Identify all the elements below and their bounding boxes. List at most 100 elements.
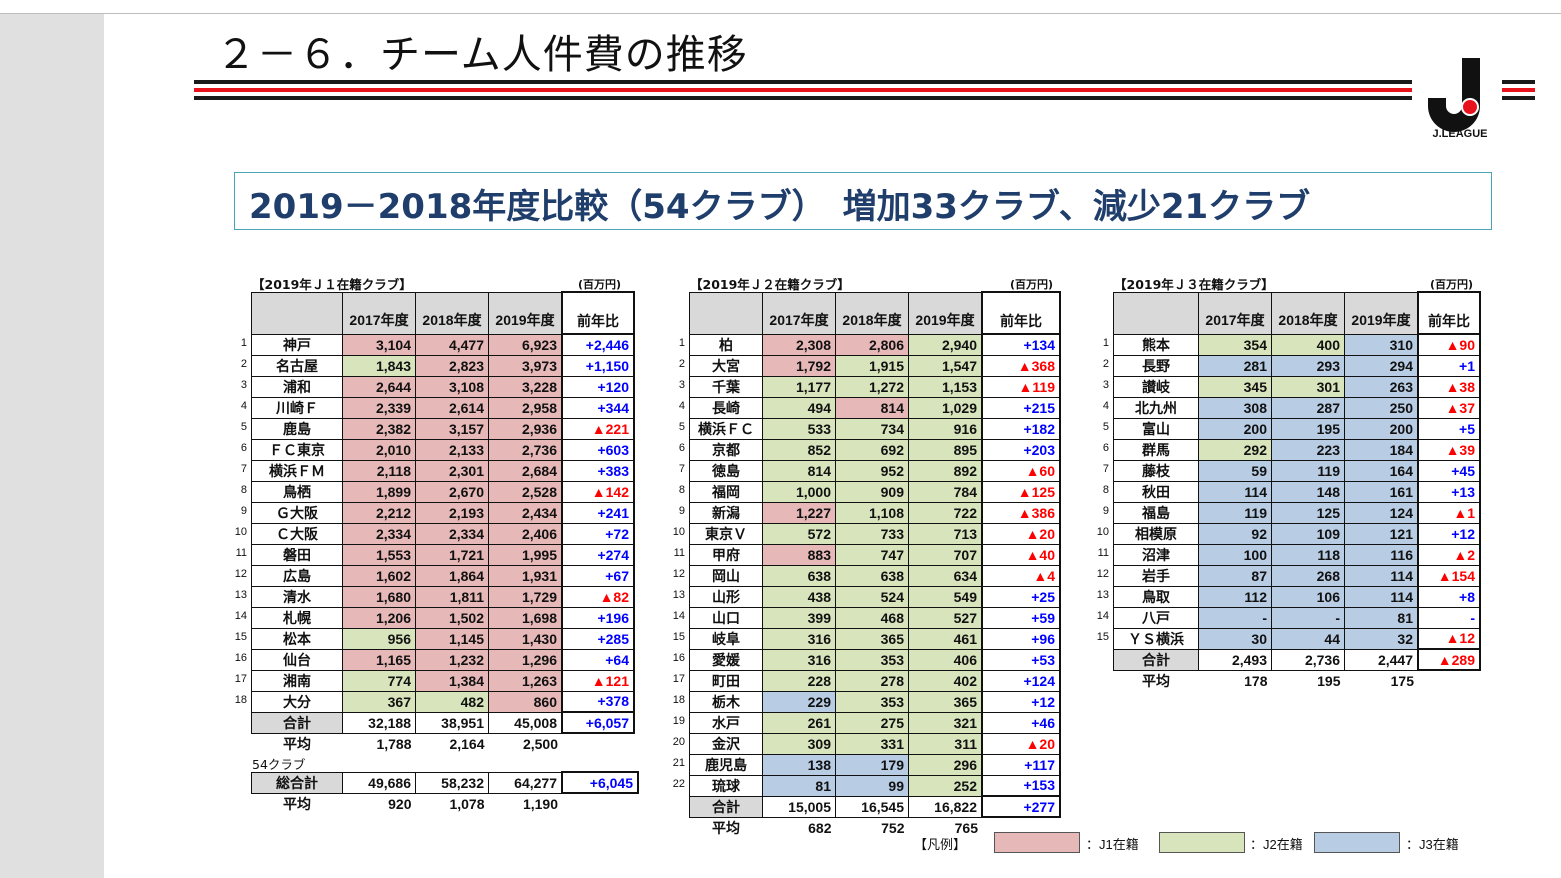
club-name: 仙台	[251, 648, 343, 671]
table-row: 神戸 3,104 4,477 6,923 +2,446	[251, 333, 635, 356]
value-cell: 2,940	[908, 333, 983, 356]
diff-cell: +13	[1417, 480, 1481, 503]
value-cell: 195	[1271, 417, 1345, 440]
value-cell: 1,272	[835, 375, 909, 398]
avg-row: 平均 1,788 2,164 2,500	[251, 733, 634, 754]
diff-cell: +378	[561, 690, 635, 713]
diff-cell: +285	[561, 627, 635, 650]
value-cell: -	[1271, 606, 1345, 629]
table-row: 川崎Ｆ 2,339 2,614 2,958 +344	[251, 396, 635, 419]
value-cell: 119	[1198, 501, 1272, 524]
value-cell: 112	[1198, 585, 1272, 608]
value-cell: 250	[1344, 396, 1419, 419]
value-cell: 2,334	[415, 522, 489, 545]
rank-number: 13	[234, 589, 247, 601]
club-name: 磐田	[251, 543, 343, 566]
diff-cell: ▲154	[1417, 564, 1481, 587]
diff-cell: +215	[981, 396, 1061, 419]
value-cell: 692	[835, 438, 909, 461]
table-row: 名古屋 1,843 2,823 3,973 +1,150	[251, 354, 635, 377]
rank-number: 4	[678, 400, 685, 412]
diff-cell: +46	[981, 711, 1061, 734]
rank-number: 10	[1096, 526, 1109, 538]
club-name: 福岡	[689, 480, 763, 503]
value-cell: 354	[1198, 333, 1272, 356]
avg-empty	[562, 733, 634, 754]
value-cell: 2,406	[488, 522, 563, 545]
diff-cell: ▲142	[561, 480, 635, 503]
value-cell: 883	[762, 543, 836, 566]
jleague-logo	[1418, 54, 1502, 146]
value-cell: 722	[908, 501, 983, 524]
rank-number: 7	[1102, 463, 1109, 475]
avg-value: 2,164	[415, 733, 489, 754]
value-cell: 1,108	[835, 501, 909, 524]
rank-number: 9	[678, 505, 685, 517]
value-cell: 228	[762, 669, 836, 692]
value-cell: 1,384	[415, 669, 489, 692]
club-name: 大分	[251, 690, 343, 713]
avg-label: 平均	[1113, 670, 1199, 691]
value-cell: 3,157	[415, 417, 489, 440]
value-cell: 916	[908, 417, 983, 440]
value-cell: 852	[762, 438, 836, 461]
club-name: 柏	[689, 333, 763, 356]
avg-label: 平均	[251, 733, 343, 754]
club-name: 清水	[251, 585, 343, 608]
value-cell: 524	[835, 585, 909, 608]
club-name: 京都	[689, 438, 763, 461]
j2-table: 2017年度 2018年度 2019年度 前年比柏 2,308 2,806 2,940 +13…	[689, 291, 1061, 838]
value-cell: 638	[835, 564, 909, 587]
table-row: 仙台 1,165 1,232 1,296 +64	[251, 648, 635, 671]
value-cell: 311	[908, 732, 983, 755]
club-name: 北九州	[1113, 396, 1199, 419]
sum-value: 2,447	[1344, 648, 1419, 671]
legend-label: 【凡例】	[914, 837, 967, 852]
value-cell: 179	[835, 753, 909, 776]
value-cell: 200	[1198, 417, 1272, 440]
table-row: 山形 438 524 549 +25	[689, 585, 1061, 608]
table-row: 愛媛 316 353 406 +53	[689, 648, 1061, 671]
value-cell: 2,010	[342, 438, 416, 461]
value-cell: 1,547	[908, 354, 983, 377]
header-rule-red	[194, 88, 1412, 92]
value-cell: 252	[908, 774, 983, 797]
value-cell: 1,206	[342, 606, 416, 629]
table-row: 甲府 883 747 707 ▲40	[689, 543, 1061, 566]
table-row: 横浜ＦＭ 2,118 2,301 2,684 +383	[251, 459, 635, 482]
club-name: 福島	[1113, 501, 1199, 524]
value-cell: 118	[1271, 543, 1345, 566]
rank-number: 11	[1097, 547, 1109, 559]
rank-number: 16	[234, 652, 247, 664]
value-cell: 6,923	[488, 333, 563, 356]
club-name: 岩手	[1113, 564, 1199, 587]
rank-number: 11	[235, 547, 247, 559]
table-row: 千葉 1,177 1,272 1,153 ▲119	[689, 375, 1061, 398]
value-cell: 2,118	[342, 459, 416, 482]
value-cell: 1,296	[488, 648, 563, 671]
sum-value: 16,545	[835, 795, 909, 818]
avg-value: 2,500	[488, 733, 562, 754]
rank-number: 7	[678, 463, 685, 475]
diff-cell: +124	[981, 669, 1061, 692]
diff-cell: ▲39	[1417, 438, 1481, 461]
rank-number: 5	[1102, 421, 1109, 433]
sum-diff: ▲289	[1417, 648, 1481, 671]
sum-row: 合計 32,188 38,951 45,008 +6,057	[251, 711, 635, 734]
rank-number: 18	[672, 694, 685, 706]
rank-number: 13	[1096, 589, 1109, 601]
value-cell: 2,806	[835, 333, 909, 356]
table-row: 北九州 308 287 250 ▲37	[1113, 396, 1481, 419]
table-row: 長野 281 293 294 +1	[1113, 354, 1481, 377]
value-cell: 733	[835, 522, 909, 545]
diff-cell: +203	[981, 438, 1061, 461]
value-cell: 400	[1271, 333, 1345, 356]
club-name: 岡山	[689, 564, 763, 587]
value-cell: 734	[835, 417, 909, 440]
rank-number: 18	[234, 694, 247, 706]
value-cell: 747	[835, 543, 909, 566]
legend-swatch-j2	[1159, 832, 1245, 853]
diff-cell: ▲2	[1417, 543, 1481, 566]
table-row: 鳥栖 1,899 2,670 2,528 ▲142	[251, 480, 635, 503]
header-year-0: 2017年度	[1198, 291, 1272, 335]
